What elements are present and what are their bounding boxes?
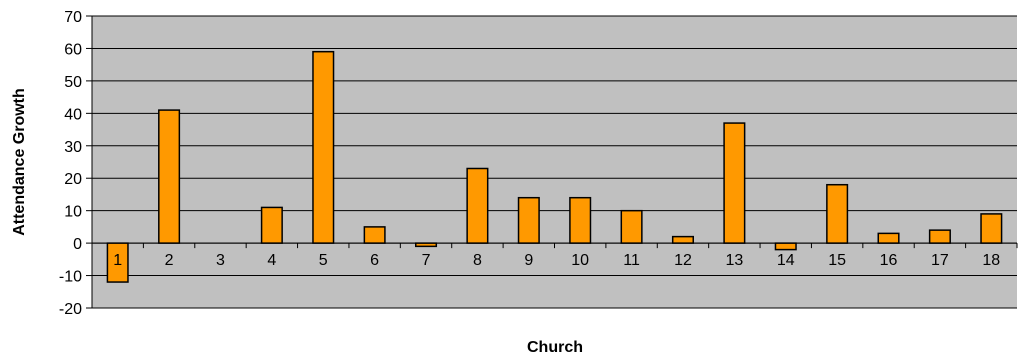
y-tick-label: 70 <box>64 9 82 26</box>
x-tick-label: 16 <box>880 252 898 269</box>
bar-4 <box>260 206 283 244</box>
bar-13 <box>723 122 746 244</box>
bar-11 <box>620 209 643 244</box>
y-tick-label: 10 <box>64 204 82 221</box>
bar-5 <box>312 50 335 244</box>
bar-14 <box>774 242 797 251</box>
y-tick-label: 60 <box>64 41 82 58</box>
bar-12 <box>671 235 695 244</box>
x-tick-label: 13 <box>725 252 743 269</box>
x-tick-label: 12 <box>674 252 692 269</box>
y-tick-label: 40 <box>64 106 82 123</box>
x-tick-label: 3 <box>216 252 225 269</box>
y-tick-labels: -20 -10 0 10 20 30 40 50 60 70 <box>59 9 92 318</box>
bar-18 <box>980 213 1003 244</box>
y-tick-label: 20 <box>64 171 82 188</box>
bar-9 <box>517 196 540 244</box>
x-tick-label: 9 <box>524 252 533 269</box>
x-tick-label: 5 <box>319 252 328 269</box>
x-tick-label: 15 <box>828 252 846 269</box>
bar-16 <box>877 232 900 244</box>
y-tick-label: -10 <box>59 269 82 286</box>
x-tick-label: 7 <box>422 252 431 269</box>
x-tick-label: 14 <box>777 252 795 269</box>
bar-2 <box>158 109 181 244</box>
x-tick-label: 8 <box>473 252 482 269</box>
y-tick-label: -20 <box>59 301 82 318</box>
x-tick-label: 2 <box>165 252 174 269</box>
x-tick-label: 6 <box>370 252 379 269</box>
bar-17 <box>928 229 951 244</box>
y-tick-label: 50 <box>64 74 82 91</box>
y-axis-title: Attendance Growth <box>11 88 28 236</box>
bar-10 <box>569 196 592 244</box>
x-tick-label: 1 <box>113 252 122 269</box>
x-tick-label: 10 <box>571 252 589 269</box>
bar-6 <box>363 226 386 244</box>
y-tick-label: 30 <box>64 139 82 156</box>
x-tick-label: 11 <box>623 252 640 269</box>
bar-15 <box>826 183 849 244</box>
x-tick-labels: 1 2 3 4 5 6 7 8 9 10 11 12 13 14 15 16 17 18 <box>91 242 1018 269</box>
x-tick-label: 18 <box>982 252 1000 269</box>
y-tick-label: 0 <box>73 236 82 253</box>
bar-8 <box>466 167 489 244</box>
x-axis-title: Church <box>527 339 583 356</box>
plot-area <box>92 16 1017 308</box>
x-tick-label: 17 <box>931 252 949 269</box>
x-tick-label: 4 <box>267 252 276 269</box>
